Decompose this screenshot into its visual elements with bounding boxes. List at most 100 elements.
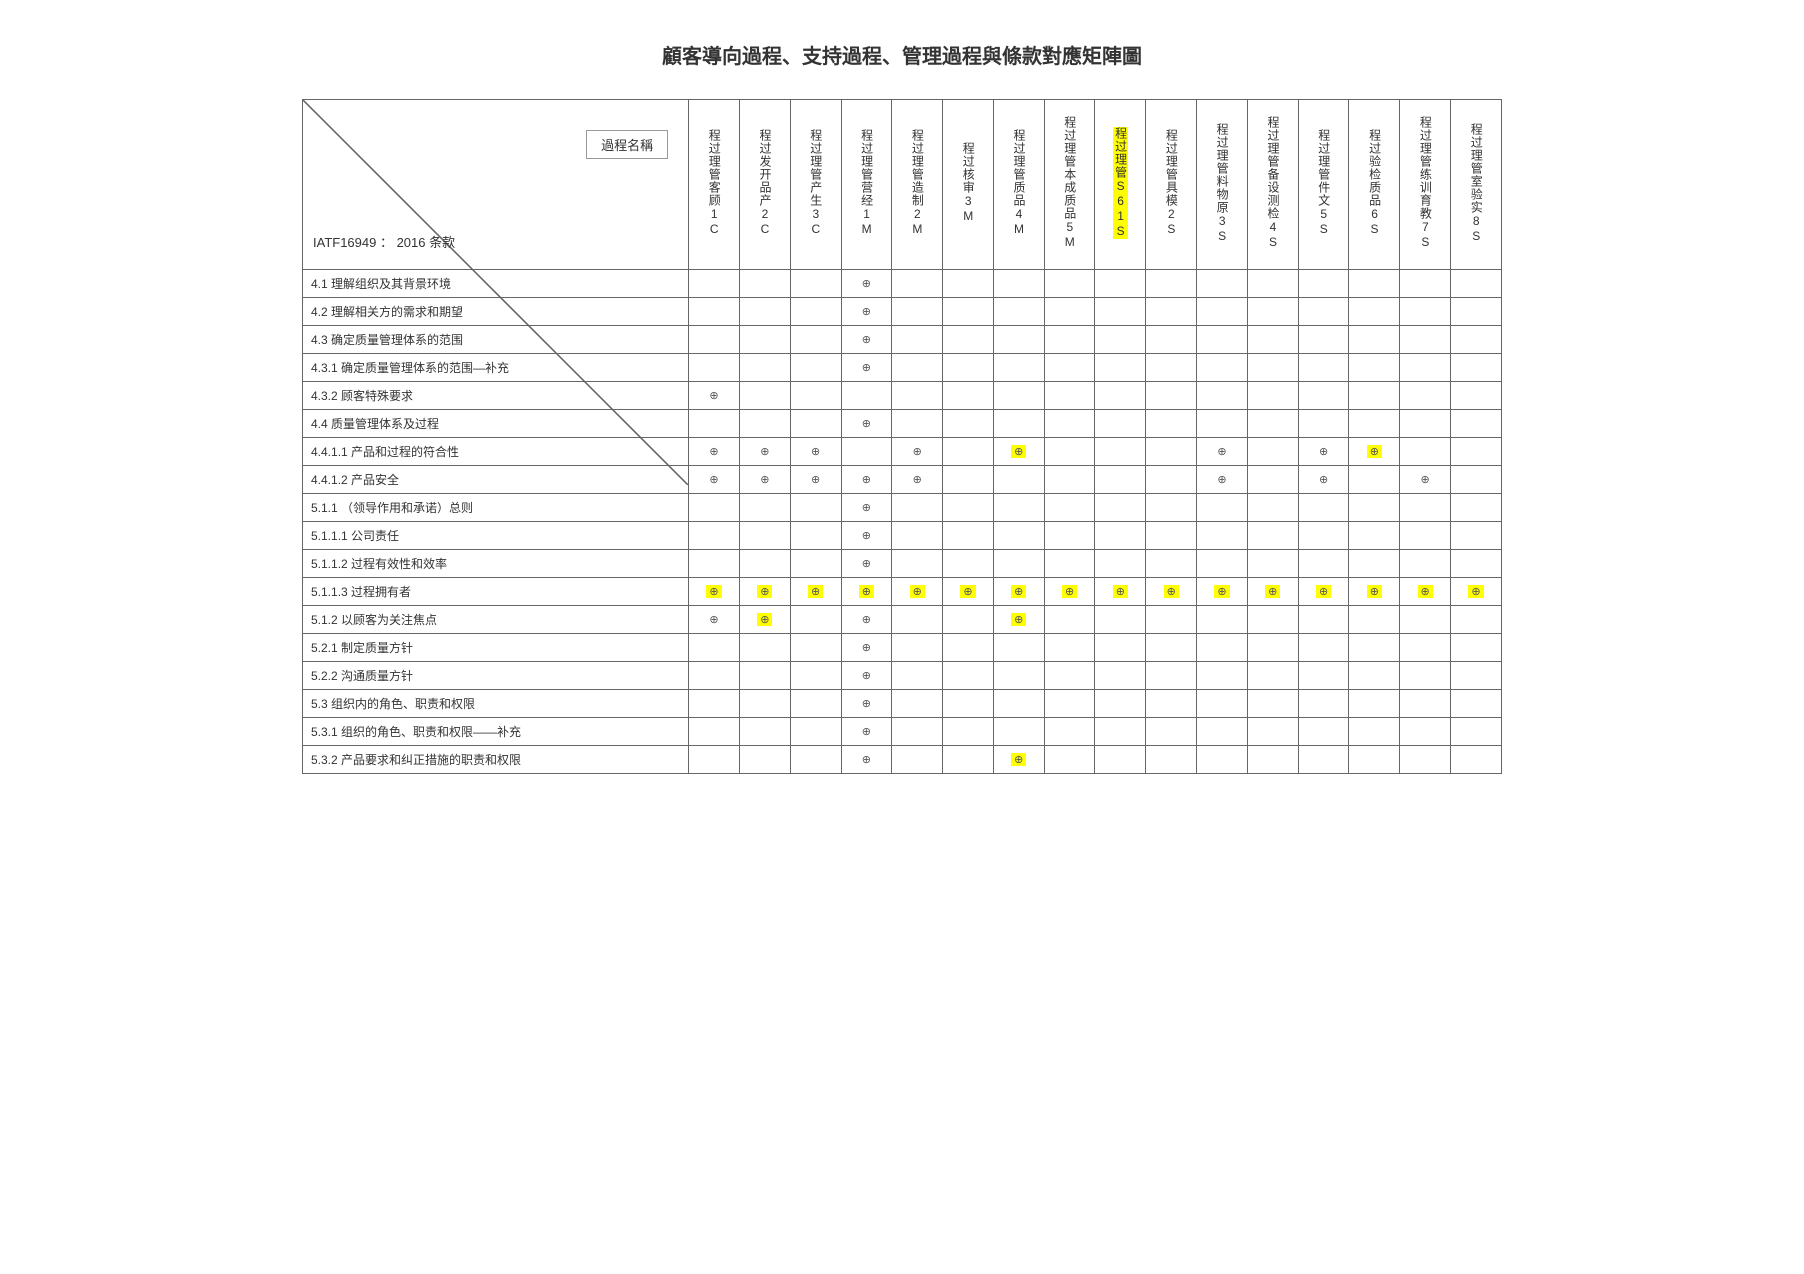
matrix-cell bbox=[1197, 746, 1248, 774]
matrix-cell: ⊕ bbox=[739, 438, 790, 466]
matrix-cell bbox=[1400, 410, 1451, 438]
matrix-cell bbox=[943, 494, 994, 522]
matrix-cell bbox=[993, 326, 1044, 354]
matrix-cell bbox=[1044, 634, 1095, 662]
highlighted-mark: ⊕ bbox=[1011, 753, 1026, 766]
matrix-cell bbox=[1349, 690, 1400, 718]
matrix-cell bbox=[1247, 438, 1298, 466]
table-row: 5.2.1 制定质量方针⊕ bbox=[303, 634, 1502, 662]
matrix-cell bbox=[790, 354, 841, 382]
matrix-cell bbox=[1197, 410, 1248, 438]
matrix-cell: ⊕ bbox=[993, 606, 1044, 634]
matrix-cell bbox=[1095, 354, 1146, 382]
matrix-cell bbox=[1247, 410, 1298, 438]
matrix-cell bbox=[1247, 298, 1298, 326]
column-header-label: 程过发开品产2C bbox=[758, 129, 772, 237]
matrix-cell bbox=[1095, 690, 1146, 718]
matrix-cell bbox=[1044, 690, 1095, 718]
matrix-cell bbox=[1400, 522, 1451, 550]
matrix-cell bbox=[1400, 634, 1451, 662]
row-header: 5.1.1.1 公司责任 bbox=[303, 522, 689, 550]
matrix-cell bbox=[892, 522, 943, 550]
matrix-cell bbox=[1451, 438, 1502, 466]
matrix-cell bbox=[739, 718, 790, 746]
matrix-cell bbox=[892, 354, 943, 382]
matrix-cell bbox=[993, 410, 1044, 438]
matrix-cell: ⊕ bbox=[689, 606, 740, 634]
matrix-cell bbox=[993, 634, 1044, 662]
matrix-cell bbox=[1247, 522, 1298, 550]
matrix-cell bbox=[790, 606, 841, 634]
matrix-cell: ⊕ bbox=[993, 578, 1044, 606]
matrix-cell bbox=[689, 634, 740, 662]
column-header-label: 程过理管营经1M bbox=[859, 129, 873, 237]
matrix-cell bbox=[739, 354, 790, 382]
matrix-cell: ⊕ bbox=[993, 438, 1044, 466]
matrix-cell: ⊕ bbox=[841, 270, 892, 298]
row-header: 5.1.1.3 过程拥有者 bbox=[303, 578, 689, 606]
matrix-cell bbox=[1044, 382, 1095, 410]
matrix-cell bbox=[1298, 494, 1349, 522]
clause-label: IATF16949 ： 2016 条款 bbox=[313, 232, 455, 251]
matrix-cell bbox=[1146, 270, 1197, 298]
highlighted-mark: ⊕ bbox=[757, 613, 772, 626]
matrix-cell bbox=[790, 494, 841, 522]
matrix-cell bbox=[1197, 494, 1248, 522]
matrix-cell: ⊕ bbox=[841, 690, 892, 718]
matrix-cell bbox=[790, 298, 841, 326]
matrix-cell bbox=[1044, 410, 1095, 438]
matrix-cell bbox=[739, 634, 790, 662]
matrix-cell bbox=[993, 382, 1044, 410]
matrix-cell: ⊕ bbox=[841, 746, 892, 774]
highlighted-mark: ⊕ bbox=[706, 585, 721, 598]
matrix-cell bbox=[1247, 746, 1298, 774]
matrix-cell bbox=[739, 298, 790, 326]
column-header: 程过理管本成质品5M bbox=[1044, 100, 1095, 270]
matrix-cell bbox=[1247, 690, 1298, 718]
matrix-cell bbox=[1247, 270, 1298, 298]
matrix-cell bbox=[1095, 494, 1146, 522]
matrix-cell bbox=[943, 298, 994, 326]
table-row: 5.1.1.1 公司责任⊕ bbox=[303, 522, 1502, 550]
matrix-cell: ⊕ bbox=[1247, 578, 1298, 606]
matrix-cell bbox=[1146, 466, 1197, 494]
matrix-cell bbox=[892, 326, 943, 354]
matrix-cell: ⊕ bbox=[790, 466, 841, 494]
highlighted-mark: ⊕ bbox=[1062, 585, 1077, 598]
matrix-cell bbox=[943, 662, 994, 690]
matrix-cell bbox=[993, 690, 1044, 718]
matrix-cell: ⊕ bbox=[841, 550, 892, 578]
matrix-cell: ⊕ bbox=[790, 578, 841, 606]
matrix-cell bbox=[892, 270, 943, 298]
matrix-cell bbox=[739, 690, 790, 718]
matrix-cell: ⊕ bbox=[892, 578, 943, 606]
matrix-cell: ⊕ bbox=[739, 606, 790, 634]
matrix-cell bbox=[1349, 606, 1400, 634]
matrix-cell bbox=[1298, 410, 1349, 438]
matrix-cell: ⊕ bbox=[841, 298, 892, 326]
matrix-cell bbox=[1451, 466, 1502, 494]
table-row: 5.3.1 组织的角色、职责和权限——补充⊕ bbox=[303, 718, 1502, 746]
table-row: 5.2.2 沟通质量方针⊕ bbox=[303, 662, 1502, 690]
matrix-cell bbox=[1451, 690, 1502, 718]
row-header: 5.1.1 （领导作用和承诺）总则 bbox=[303, 494, 689, 522]
matrix-cell bbox=[1247, 382, 1298, 410]
matrix-cell bbox=[1095, 298, 1146, 326]
column-header-label: 程过理管件文5S bbox=[1316, 129, 1330, 237]
matrix-cell: ⊕ bbox=[1451, 578, 1502, 606]
matrix-cell bbox=[1197, 326, 1248, 354]
matrix-cell bbox=[1197, 718, 1248, 746]
matrix-cell: ⊕ bbox=[841, 634, 892, 662]
matrix-cell: ⊕ bbox=[1197, 466, 1248, 494]
matrix-cell bbox=[1044, 522, 1095, 550]
matrix-cell bbox=[1197, 298, 1248, 326]
matrix-cell bbox=[689, 270, 740, 298]
matrix-cell bbox=[1349, 270, 1400, 298]
matrix-cell bbox=[739, 494, 790, 522]
matrix-cell bbox=[1298, 354, 1349, 382]
highlighted-mark: ⊕ bbox=[1164, 585, 1179, 598]
highlighted-mark: ⊕ bbox=[1367, 445, 1382, 458]
matrix-cell bbox=[892, 494, 943, 522]
column-header-label: 程过理管具模2S bbox=[1164, 129, 1178, 237]
matrix-cell bbox=[841, 382, 892, 410]
